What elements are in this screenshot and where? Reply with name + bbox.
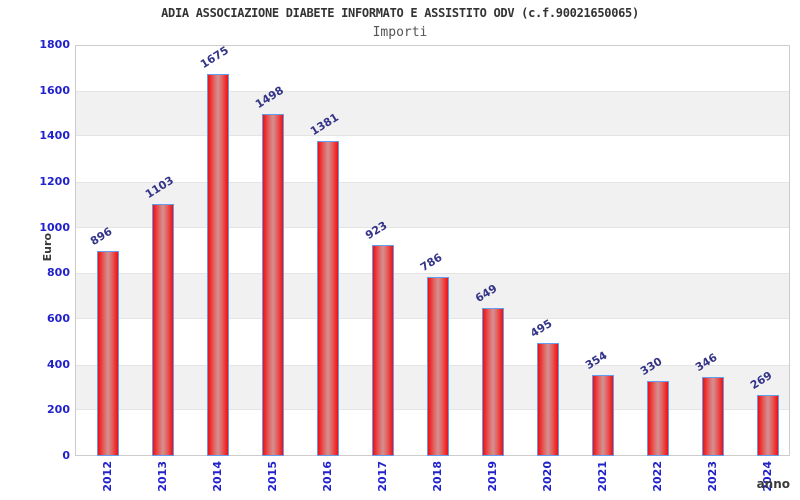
y-tick-label: 1200 [39, 175, 70, 188]
y-tick-label: 1000 [39, 220, 70, 234]
chart-title: ADIA ASSOCIAZIONE DIABETE INFORMATO E AS… [161, 6, 639, 20]
grid-band [76, 90, 789, 137]
x-tick-label: 2021 [596, 461, 609, 492]
bar [97, 251, 119, 456]
chart-subtitle: Importi [372, 25, 428, 40]
bar [317, 140, 339, 456]
y-tick-label: 200 [47, 403, 70, 417]
y-tick-label: 0 [62, 449, 70, 462]
bar [152, 204, 174, 456]
bar [647, 380, 669, 456]
y-axis-title: Euro [41, 233, 54, 262]
bar [537, 342, 559, 456]
x-tick-label: 2023 [706, 461, 719, 492]
bar [757, 394, 779, 456]
x-tick-label: 2015 [266, 461, 279, 492]
bar [592, 375, 614, 456]
bar [482, 307, 504, 456]
y-tick-label: 600 [47, 312, 70, 325]
bar [702, 376, 724, 456]
x-tick-label: 2017 [376, 461, 389, 492]
bar [372, 245, 394, 456]
x-tick-label: 2013 [156, 461, 169, 492]
y-tick-label: 1400 [39, 129, 70, 143]
y-tick-label: 1600 [39, 83, 70, 97]
y-tick-label: 400 [47, 357, 70, 371]
bar [207, 73, 229, 456]
x-tick-label: 2012 [101, 461, 114, 492]
bar [427, 276, 449, 456]
x-tick-label: 2020 [541, 461, 554, 492]
x-tick-label: 2016 [321, 461, 334, 492]
x-tick-label: 2022 [651, 461, 664, 492]
x-tick-label: 2019 [486, 461, 499, 492]
y-tick-label: 1800 [39, 38, 70, 51]
x-axis-title: anno [756, 477, 790, 491]
bar [262, 113, 284, 456]
x-tick-label: 2018 [431, 461, 444, 492]
x-tick-label: 2014 [211, 461, 224, 492]
grid-band [76, 182, 789, 228]
y-tick-label: 800 [47, 266, 70, 280]
